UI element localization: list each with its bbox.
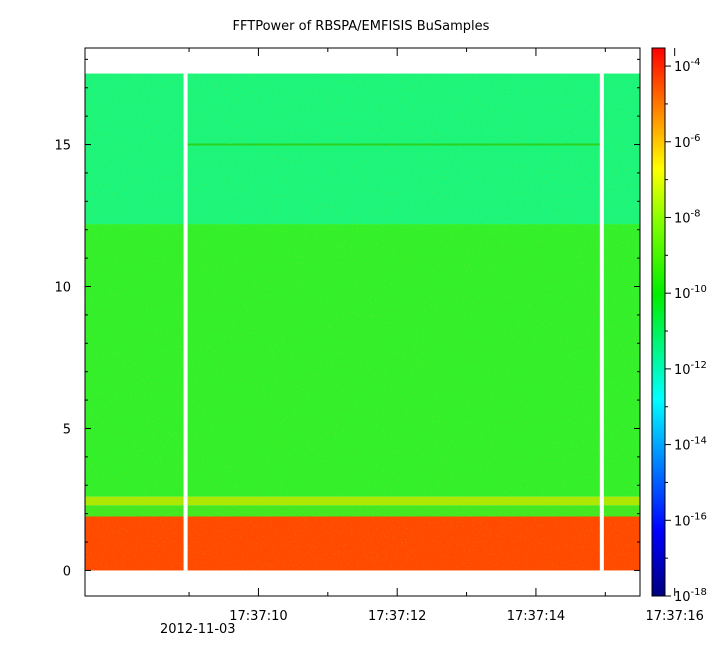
y-tick-label: 5 — [63, 422, 71, 437]
chart-title: FFTPower of RBSPA/EMFISIS BuSamples — [233, 19, 490, 34]
x-tick-label: 17:37:12 — [368, 609, 426, 624]
data-gap-0 — [183, 73, 188, 571]
colorbar-tick-label: 10-14 — [674, 436, 707, 454]
plot-frame — [84, 47, 641, 597]
data-gap-1 — [599, 73, 604, 571]
colorbar-tick-label: 10-6 — [674, 133, 701, 151]
x-tick-label: 17:37:10 — [229, 609, 287, 624]
x-date-label: 2012-11-03 — [160, 622, 236, 637]
noise-texture — [85, 73, 640, 571]
y-axis: 0 5 10 15 — [54, 58, 640, 579]
colorbar-tick-label: 10-18 — [674, 587, 707, 605]
colorbar-tick-label: 10-12 — [674, 360, 707, 378]
x-tick-label: 17:37:16 — [645, 609, 703, 624]
plot-area — [84, 47, 641, 597]
x-axis: 17:37:10 17:37:12 17:37:14 17:37:16 — [188, 48, 704, 624]
colorbar-tick-label: 10-8 — [674, 208, 701, 226]
colorbar-tick-label: 10-10 — [674, 284, 707, 302]
x-tick-label: 17:37:14 — [507, 609, 565, 624]
y-tick-label: 0 — [63, 564, 71, 579]
colorbar: 10-4 10-6 10-8 10-10 10-12 10-14 10-16 10-18 — [651, 47, 707, 605]
colorbar-gradient — [651, 47, 666, 597]
colorbar-tick-label: 10-4 — [674, 57, 701, 75]
y-tick-label: 15 — [54, 139, 71, 154]
y-tick-label: 10 — [54, 281, 71, 296]
colorbar-tick-label: 10-16 — [674, 511, 707, 529]
